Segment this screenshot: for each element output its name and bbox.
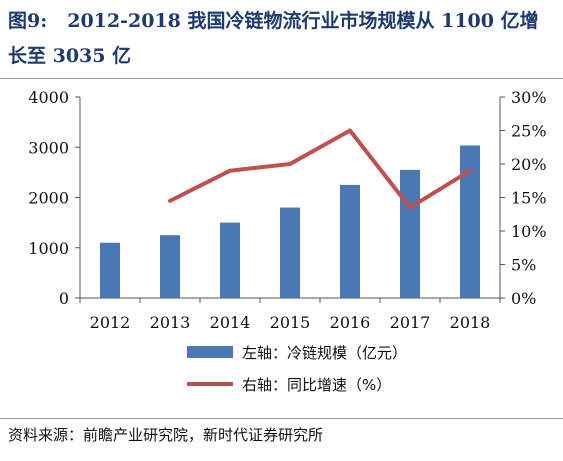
legend-bar-swatch	[187, 346, 233, 358]
top-divider	[0, 78, 563, 79]
figure-title: 图9: 2012-2018 我国冷链物流行业市场规模从 1100 亿增长至 303…	[8, 4, 556, 74]
x-axis-tick-label: 2018	[450, 313, 491, 332]
x-axis-tick-label: 2016	[330, 313, 371, 332]
x-axis-tick-label: 2017	[390, 313, 431, 332]
right-axis-tick-label: 25%	[511, 122, 547, 141]
left-axis-tick-label: 4000	[28, 88, 69, 107]
bar	[160, 235, 180, 298]
right-axis-tick-label: 20%	[511, 155, 547, 174]
left-axis-tick-label: 1000	[28, 239, 69, 258]
right-axis-tick-label: 30%	[511, 88, 547, 107]
growth-line	[168, 128, 472, 210]
figure-title-text: 2012-2018 我国冷链物流行业市场规模从 1100 亿增长至 3035 亿	[8, 10, 539, 67]
legend-line-label: 右轴：同比增速（%）	[242, 376, 391, 394]
right-axis-tick-label: 5%	[511, 256, 536, 275]
right-axis-tick-label: 0%	[511, 289, 536, 308]
left-axis-tick-label: 0	[59, 289, 69, 308]
left-axis-tick-label: 3000	[28, 138, 69, 157]
bar	[340, 184, 360, 298]
bar	[280, 207, 300, 298]
bar	[100, 242, 120, 298]
bar	[460, 145, 480, 298]
bottom-divider	[0, 418, 563, 419]
combo-chart: 0 1000 2000 3000 4000 0% 5% 10% 15% 20% 25% 30% 2012…	[28, 88, 547, 394]
left-axis-tick-label: 2000	[28, 189, 69, 208]
x-axis-tick-label: 2012	[90, 313, 131, 332]
bar	[220, 222, 240, 298]
legend-bar-label: 左轴：冷链规模（亿元）	[242, 344, 407, 362]
bar	[400, 169, 420, 298]
source-note: 资料来源：前瞻产业研究院，新时代证券研究所	[8, 426, 324, 444]
right-axis-tick-label: 15%	[511, 189, 547, 208]
x-axis-tick-label: 2015	[270, 313, 311, 332]
right-axis-tick-label: 10%	[511, 222, 547, 241]
x-axis-tick-label: 2013	[150, 313, 191, 332]
figure-number: 图9:	[8, 10, 48, 32]
x-axis-tick-label: 2014	[210, 313, 251, 332]
